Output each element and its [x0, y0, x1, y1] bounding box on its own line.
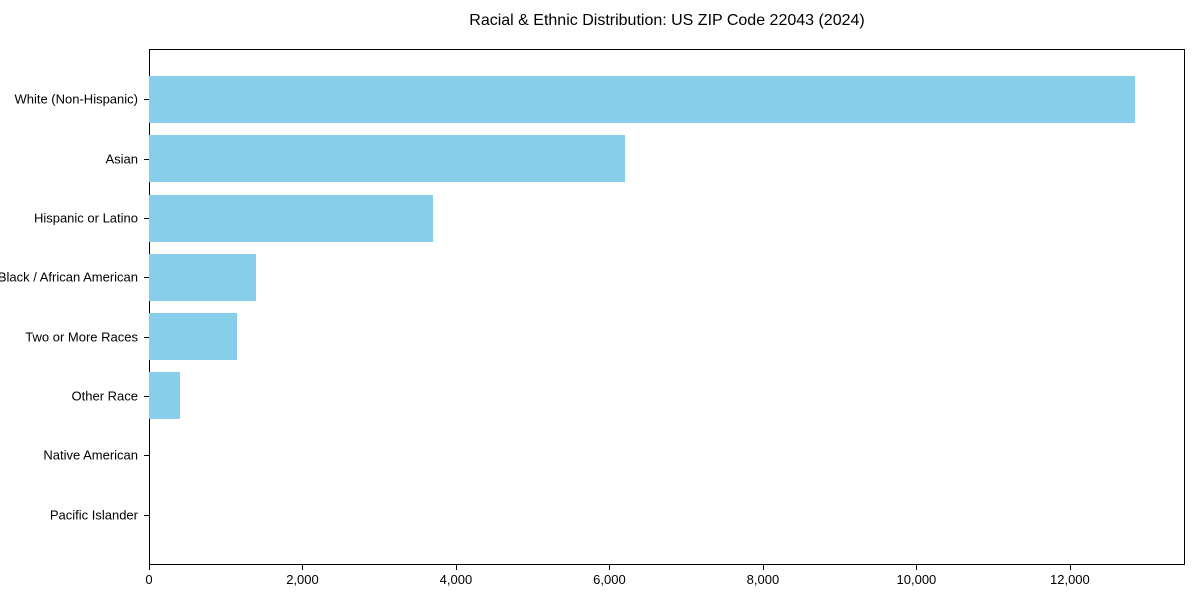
x-tick-mark [455, 565, 457, 570]
x-tick-mark [1069, 565, 1071, 570]
bar [149, 135, 625, 183]
y-tick-mark [144, 99, 149, 101]
y-tick-mark [144, 514, 149, 516]
y-tick-mark [144, 218, 149, 220]
bar [149, 75, 1136, 123]
x-tick-mark [149, 565, 150, 570]
bar [149, 253, 257, 301]
y-tick-label: Two or More Races [25, 329, 138, 345]
bar [149, 194, 433, 242]
x-tick-label: 10,000 [896, 572, 937, 587]
x-tick-mark [609, 565, 611, 570]
y-tick-mark [144, 455, 149, 457]
y-tick-label: Black / African American [0, 269, 138, 285]
y-tick-label: White (Non-Hispanic) [14, 91, 138, 107]
plot-area [149, 49, 1185, 565]
x-tick-label: 8,000 [746, 572, 780, 587]
x-tick-mark [302, 565, 304, 570]
y-tick-mark [144, 158, 149, 160]
y-tick-mark [144, 277, 149, 279]
bar [149, 313, 238, 361]
x-tick-label: 12,000 [1049, 572, 1090, 587]
x-tick-label: 2,000 [286, 572, 319, 587]
x-tick-label: 6,000 [593, 572, 626, 587]
x-tick-mark [916, 565, 918, 570]
y-tick-label: Hispanic or Latino [33, 210, 138, 226]
y-tick-label: Pacific Islander [49, 507, 138, 523]
y-tick-label: Other Race [71, 388, 138, 404]
x-tick-mark [762, 565, 764, 570]
y-tick-mark [144, 395, 149, 397]
bar [149, 372, 180, 420]
x-tick-label: 0 [145, 572, 153, 587]
y-tick-label: Asian [105, 151, 138, 167]
y-tick-label: Native American [43, 447, 138, 463]
x-tick-label: 4,000 [439, 572, 473, 587]
y-tick-mark [144, 336, 149, 338]
chart-title: Racial & Ethnic Distribution: US ZIP Cod… [469, 12, 865, 29]
